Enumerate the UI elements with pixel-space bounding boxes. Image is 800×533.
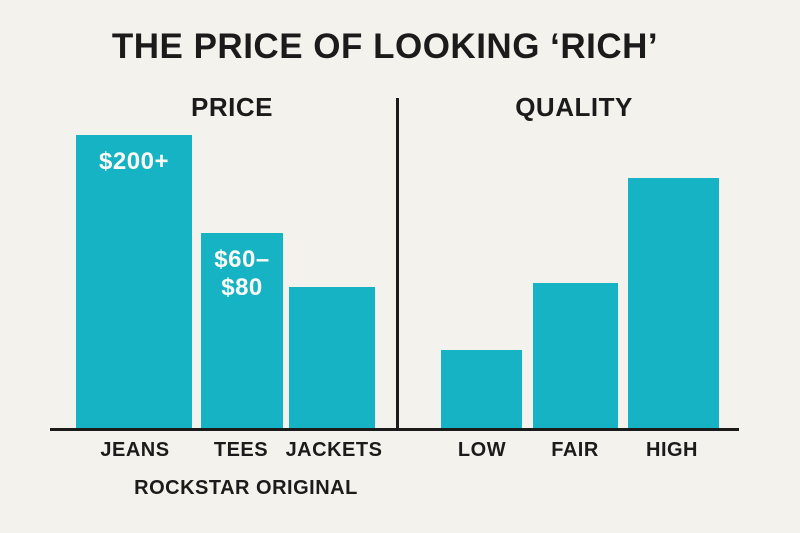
axis-label-tees: TEES bbox=[213, 439, 269, 461]
bar-tees: $60– $80 bbox=[201, 233, 283, 428]
panel-divider-line bbox=[396, 98, 399, 431]
bar-high bbox=[628, 178, 719, 428]
axis-label-fair: FAIR bbox=[551, 439, 599, 461]
x-axis-line bbox=[50, 428, 739, 431]
bar-jeans: $200+ bbox=[76, 135, 192, 428]
panel-header-price: PRICE bbox=[191, 92, 273, 122]
chart-footnote: ROCKSTAR ORIGINAL bbox=[134, 477, 358, 499]
bar-annotation-tees: $60– $80 bbox=[214, 246, 270, 301]
axis-label-jeans: JEANS bbox=[100, 439, 170, 461]
panel-header-quality: QUALITY bbox=[515, 92, 633, 122]
axis-label-jackets: JACKETS bbox=[285, 439, 383, 461]
bar-low bbox=[441, 350, 522, 428]
chart-title: THE PRICE OF LOOKING ‘RICH’ bbox=[111, 27, 659, 66]
bar-fair bbox=[533, 283, 618, 428]
axis-label-low: LOW bbox=[457, 439, 507, 461]
axis-label-high: HIGH bbox=[646, 439, 698, 461]
bar-annotation-jeans: $200+ bbox=[99, 148, 169, 175]
bar-jackets bbox=[289, 287, 375, 428]
